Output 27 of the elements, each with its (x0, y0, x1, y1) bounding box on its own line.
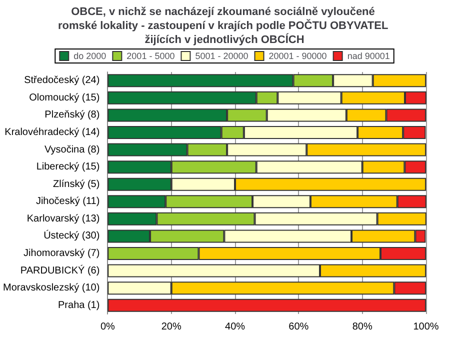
y-tick-label: Jihomoravský (7) (24, 248, 100, 259)
x-tick-label: 80% (352, 322, 372, 332)
legend-label: 2001 - 5000 (126, 51, 175, 61)
y-tick-label: Jihočeský (11) (36, 196, 100, 208)
y-tick-label: Karlovarský (13) (26, 213, 100, 224)
y-tick-label: Liberecký (15) (36, 162, 100, 173)
y-tick-label: Olomoucký (15) (29, 92, 100, 104)
x-tick-label: 40% (225, 322, 246, 332)
y-tick-label: Plzeňský (8) (44, 110, 100, 121)
legend-label: 5001 - 20000 (195, 51, 248, 61)
y-tick-label: PARDUBICKÝ (6) (20, 264, 100, 276)
x-tick-label: 100% (413, 322, 439, 332)
y-tick-label: Vysočina (8) (44, 144, 100, 156)
y-tick-label: Středočeský (24) (24, 75, 100, 86)
y-tick-label: Moravskoslezský (10) (2, 282, 100, 294)
legend-label: do 2000 (74, 51, 106, 61)
x-tick-label: 20% (161, 322, 182, 332)
x-tick-label: 0% (100, 322, 116, 332)
legend-label: nad 90001 (347, 51, 390, 61)
bar (108, 298, 426, 312)
y-tick-label: Praha (1) (58, 300, 100, 311)
y-tick-label: Ústecký (30) (44, 230, 100, 242)
y-tick-label: Zlínský (5) (53, 178, 100, 190)
chart-title: OBCE, v nichž se nacházejí zkoumané sociálně vyloučené romské lokality - zastoupení v krajích podle POČTU OBYVATEL žijících v jednotlivých OBCÍCH (58, 6, 392, 46)
y-tick-label: Kralovéhradecký (14) (4, 127, 100, 138)
x-tick-label: 60% (288, 322, 309, 332)
legend-label: 20001 - 90000 (268, 51, 327, 61)
